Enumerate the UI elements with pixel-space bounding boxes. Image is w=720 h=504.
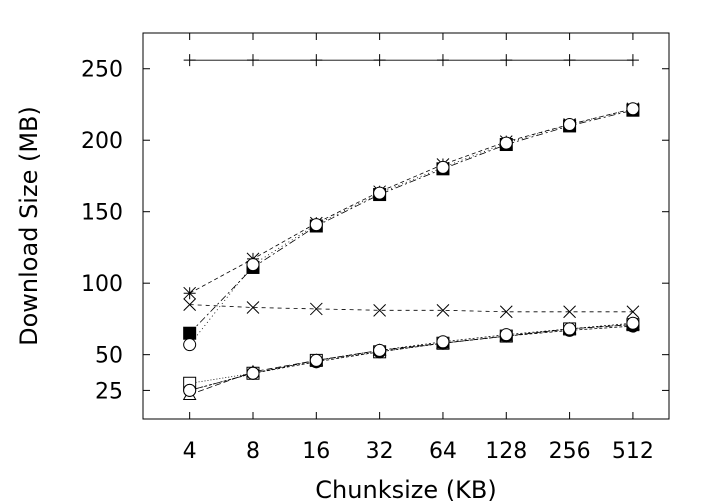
y-tick-label: 100 [81, 272, 123, 297]
data-point [183, 338, 197, 352]
series-1 [183, 54, 639, 67]
data-point [436, 54, 449, 67]
data-point [309, 353, 323, 367]
x-tick-label: 16 [302, 439, 330, 464]
x-axis-label: Chunksize (KB) [315, 476, 496, 504]
x-tick-label: 128 [485, 439, 527, 464]
data-point [309, 218, 323, 232]
data-point [309, 302, 323, 316]
y-axis: 25 50 100 150 200 250 [81, 58, 669, 404]
data-point [246, 258, 260, 272]
y-tick-label: 150 [81, 201, 123, 226]
series-5 [183, 298, 640, 319]
series-line [189, 304, 633, 313]
series-line [189, 322, 633, 391]
series-9 [183, 316, 640, 397]
data-point [373, 54, 386, 67]
data-point [626, 316, 640, 330]
x-axis: 4 8 16 32 64 128 256 512 [183, 33, 654, 464]
data-point [310, 54, 323, 67]
x-tick-label: 256 [549, 439, 591, 464]
data-point [246, 366, 260, 380]
data-point [246, 54, 259, 67]
series-line [189, 108, 633, 345]
data-point [373, 303, 386, 317]
data-point [373, 343, 387, 357]
data-point [436, 335, 450, 349]
y-tick-label: 250 [81, 58, 123, 83]
data-point [183, 286, 197, 300]
data-point [626, 54, 639, 67]
data-point [436, 303, 450, 317]
data-point [563, 54, 576, 67]
series-3 [183, 103, 640, 340]
x-tick-label: 32 [366, 439, 394, 464]
data-point [499, 305, 513, 319]
data-point [500, 54, 513, 67]
x-tick-label: 8 [246, 439, 260, 464]
series-line [189, 109, 633, 334]
data-point [626, 102, 640, 116]
y-tick-label: 25 [95, 379, 123, 404]
data-point [563, 305, 576, 319]
x-tick-label: 512 [612, 439, 654, 464]
data-point [183, 54, 196, 67]
data-point [626, 305, 640, 319]
y-tick-label: 200 [81, 129, 123, 154]
series-line [189, 108, 633, 294]
data-point [183, 326, 197, 340]
data-point [563, 322, 577, 336]
plot-frame [142, 32, 670, 420]
data-point [436, 160, 450, 174]
data-point [246, 301, 260, 314]
data-point [499, 136, 513, 150]
x-tick-label: 64 [429, 439, 457, 464]
data-point [563, 117, 577, 131]
data-point [183, 298, 197, 311]
data-point [499, 328, 513, 342]
series-4 [183, 102, 640, 352]
series-layer [182, 54, 640, 400]
x-tick-label: 4 [183, 439, 197, 464]
data-point [183, 383, 197, 397]
y-axis-label: Download Size (MB) [15, 106, 43, 346]
data-point [373, 186, 387, 200]
series-line [189, 324, 633, 396]
y-tick-label: 50 [95, 344, 123, 369]
